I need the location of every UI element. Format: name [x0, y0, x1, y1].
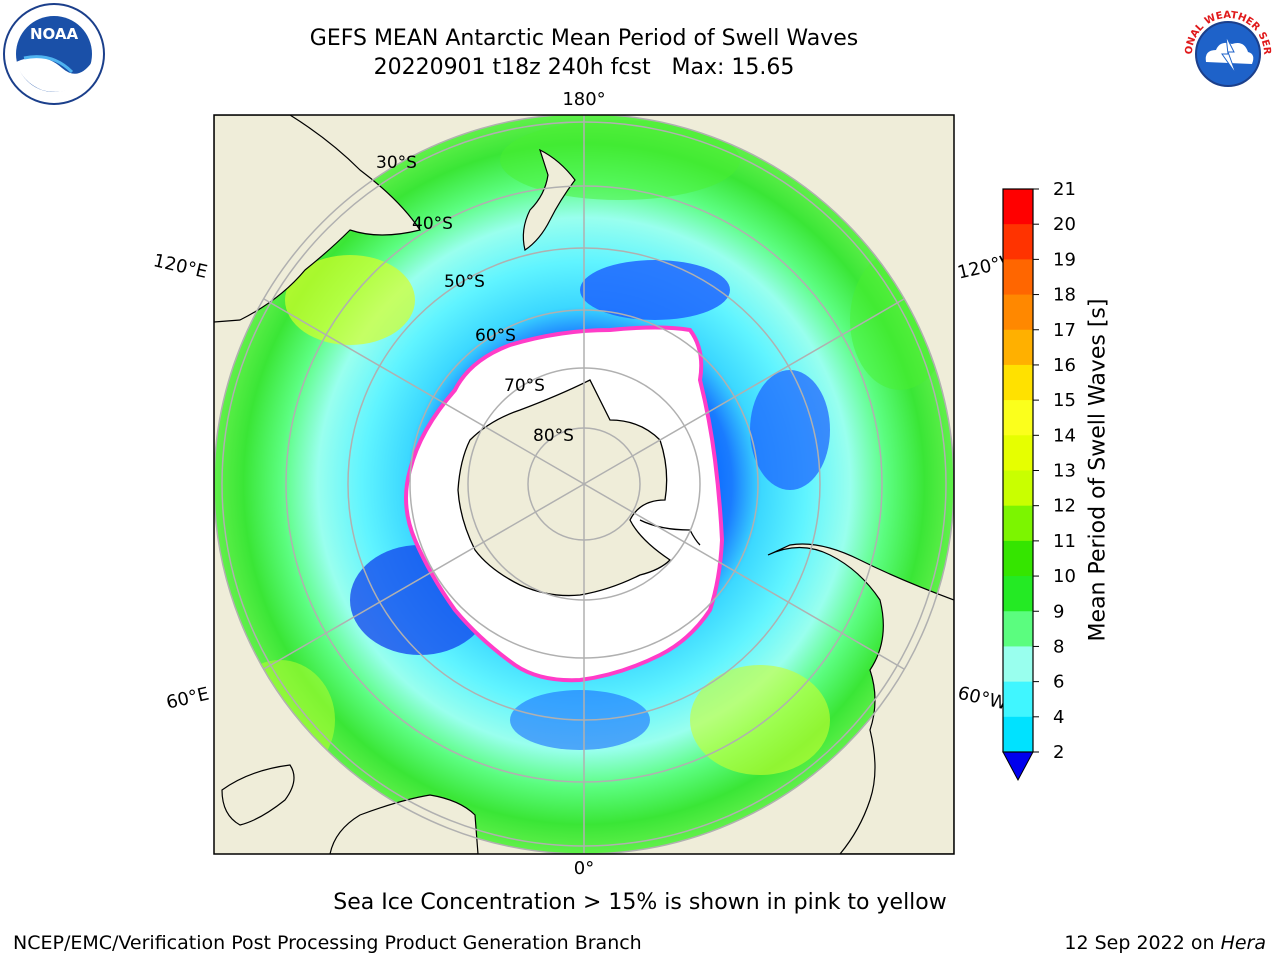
footer-date: 12 Sep 2022 on Hera [1064, 932, 1266, 954]
antarctica-landmass [457, 379, 672, 597]
lat-label-60s: 60°S [475, 326, 516, 346]
lat-label-50s: 50°S [444, 272, 485, 292]
colorbar: 21 20 19 18 17 16 15 14 13 12 11 10 9 8 6 4 2 [1002, 179, 1076, 782]
colorbar-swatch [1003, 364, 1033, 401]
lat-label-40s: 40°S [412, 214, 453, 234]
colorbar-swatch [1003, 329, 1033, 366]
long-period-region [690, 665, 830, 775]
colorbar-tick-label: 16 [1053, 355, 1076, 376]
colorbar-tick-label: 10 [1053, 566, 1076, 587]
colorbar-tick-label: 8 [1053, 636, 1064, 657]
colorbar-tick-label: 2 [1053, 742, 1064, 763]
madagascar-landmass [221, 764, 295, 826]
africa-landmass [329, 794, 479, 854]
colorbar-swatch [1003, 400, 1033, 436]
lat-label-70s: 70°S [504, 376, 545, 396]
lat-label-30s: 30°S [376, 153, 417, 173]
colorbar-swatch [1003, 646, 1033, 683]
colorbar-swatch [1003, 294, 1033, 331]
noaa-logo-text: NOAA [30, 25, 79, 43]
colorbar-tick-label: 6 [1053, 672, 1064, 693]
chart-title: GEFS MEAN Antarctic Mean Period of Swell… [309, 26, 859, 51]
colorbar-tick-label: 14 [1053, 425, 1076, 446]
colorbar-swatch [1003, 681, 1033, 718]
footer-date-text: 12 Sep 2022 on [1064, 932, 1221, 954]
colorbar-tick-label: 15 [1053, 390, 1076, 411]
colorbar-tick-label: 4 [1053, 707, 1064, 728]
footer-organization: NCEP/EMC/Verification Post Processing Pr… [13, 932, 642, 954]
lon-label-120e: 120°E [151, 250, 209, 283]
nws-logo: NATIONAL WEATHER SERVICE [1176, 2, 1278, 104]
colorbar-swatch [1003, 259, 1033, 296]
lon-label-180: 180° [562, 89, 605, 110]
new-zealand-landmass [522, 148, 576, 251]
colorbar-tick-label: 12 [1053, 496, 1076, 517]
colorbar-tick-label: 11 [1053, 531, 1076, 552]
australia-landmass [214, 115, 421, 323]
colorbar-tick-label: 9 [1053, 601, 1064, 622]
colorbar-title: Mean Period of Swell Waves [s] [1085, 298, 1111, 642]
graticule [221, 115, 947, 854]
footer-machine: Hera [1220, 932, 1266, 954]
colorbar-swatch [1003, 189, 1033, 225]
colorbar-extend-min-triangle [1002, 751, 1034, 782]
colorbar-swatch [1003, 435, 1033, 471]
south-america-landmass [767, 543, 954, 854]
colorbar-tick-label: 21 [1053, 179, 1076, 200]
colorbar-tick-label: 17 [1053, 320, 1076, 341]
colorbar-tick-label: 19 [1053, 249, 1076, 270]
colorbar-swatch [1003, 470, 1033, 507]
colorbar-swatch [1003, 576, 1033, 612]
noaa-logo: NOAA [3, 3, 105, 105]
chart-subtitle: 20220901 t18z 240h fcst Max: 15.65 [373, 55, 795, 80]
colorbar-swatch [1003, 716, 1033, 753]
map-frame [213, 114, 955, 855]
lat-label-80s: 80°S [533, 426, 574, 446]
short-period-region [750, 370, 830, 490]
sea-ice-caption: Sea Ice Concentration > 15% is shown in … [333, 890, 947, 915]
lon-label-60e: 60°E [164, 683, 211, 713]
colorbar-swatch [1003, 611, 1033, 647]
colorbar-swatch [1003, 224, 1033, 260]
lon-label-60w: 60°W [956, 683, 1009, 715]
colorbar-tick-label: 13 [1053, 461, 1076, 482]
meridian-60e-120w [263, 298, 905, 670]
lon-label-0: 0° [574, 858, 594, 879]
colorbar-swatch [1003, 540, 1033, 577]
colorbar-tick-label: 20 [1053, 214, 1076, 235]
colorbar-tick-label: 18 [1053, 285, 1076, 306]
colorbar-swatch [1003, 505, 1033, 542]
